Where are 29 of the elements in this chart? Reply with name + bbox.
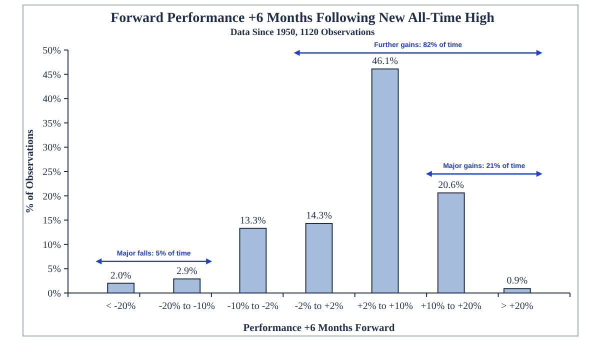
x-tick-label: +2% to +10% bbox=[357, 301, 413, 312]
y-tick-label: 45% bbox=[42, 70, 61, 81]
x-tick-label: -10% to -2% bbox=[227, 301, 278, 312]
x-axis-title: Performance +6 Months Forward bbox=[243, 323, 395, 334]
y-axis-title: % of Observations bbox=[25, 130, 36, 214]
y-tick-label: 0% bbox=[48, 288, 61, 300]
y-tick-label: 10% bbox=[42, 240, 61, 251]
y-tick-label: 40% bbox=[42, 94, 61, 106]
x-tick-label: +10% to +20% bbox=[420, 301, 482, 312]
chart-title: Forward Performance +6 Months Following New All-Time High bbox=[110, 11, 495, 26]
x-tick-label: < -20% bbox=[106, 301, 136, 312]
y-tick-label: 30% bbox=[42, 142, 61, 154]
y-tick-label: 50% bbox=[42, 46, 61, 56]
y-tick-label: 20% bbox=[42, 191, 61, 202]
data-label: 14.3% bbox=[306, 210, 332, 222]
x-tick-label: > +20% bbox=[501, 301, 534, 312]
y-tick-label: 15% bbox=[42, 216, 61, 227]
data-label: 20.6% bbox=[438, 180, 464, 191]
y-tick-label: 25% bbox=[42, 167, 61, 178]
data-label: 13.3% bbox=[240, 215, 266, 226]
data-label: 0.9% bbox=[506, 276, 528, 287]
data-label: 46.1% bbox=[372, 56, 398, 67]
data-label: 2.0% bbox=[110, 270, 132, 282]
chart-subtitle: Data Since 1950, 1120 Observations bbox=[230, 28, 375, 38]
y-tick-label: 35% bbox=[42, 118, 61, 130]
x-tick-label: -2% to +2% bbox=[294, 301, 344, 312]
x-tick-label: -20% to -10% bbox=[158, 301, 215, 312]
y-tick-label: 5% bbox=[48, 264, 61, 276]
data-label: 2.9% bbox=[176, 266, 198, 277]
